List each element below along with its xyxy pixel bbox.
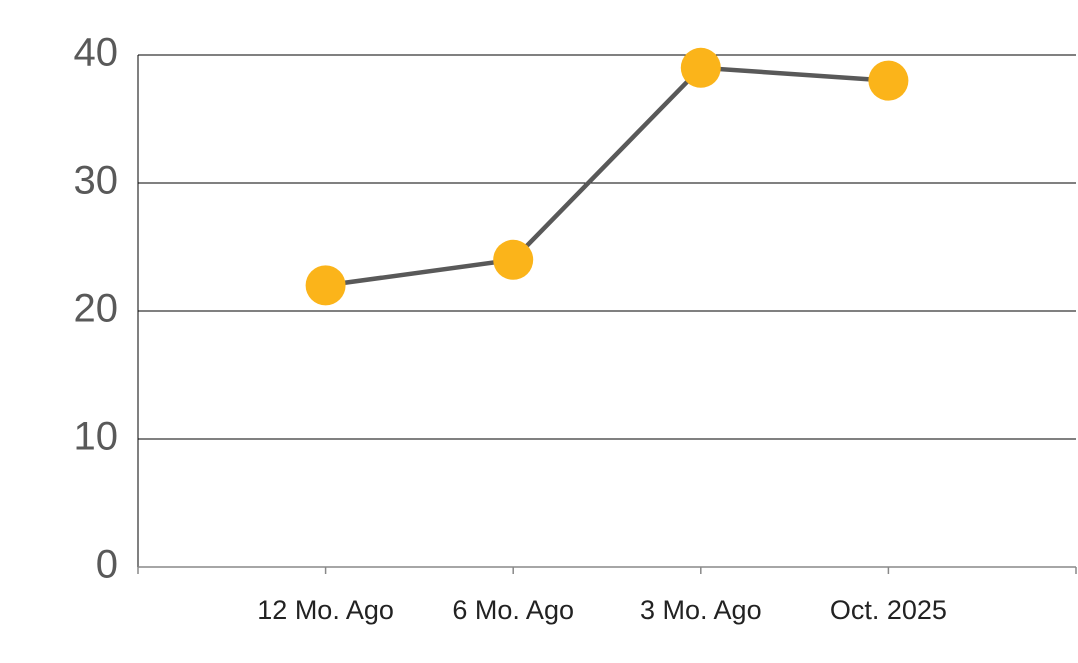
- marker: [305, 265, 346, 306]
- x-tick-label: 3 Mo. Ago: [640, 595, 762, 625]
- x-tick-label: 6 Mo. Ago: [452, 595, 574, 625]
- y-tick-label: 10: [74, 415, 119, 459]
- marker: [493, 239, 534, 280]
- y-tick-label: 40: [74, 31, 119, 75]
- x-tick-label: Oct. 2025: [830, 595, 947, 625]
- x-tick-label: 12 Mo. Ago: [257, 595, 394, 625]
- y-tick-label: 30: [74, 159, 119, 203]
- line: [325, 65, 889, 288]
- marker: [680, 47, 721, 88]
- marker: [868, 60, 909, 101]
- y-tick-label: 20: [74, 287, 119, 331]
- y-tick-label: 0: [96, 543, 118, 587]
